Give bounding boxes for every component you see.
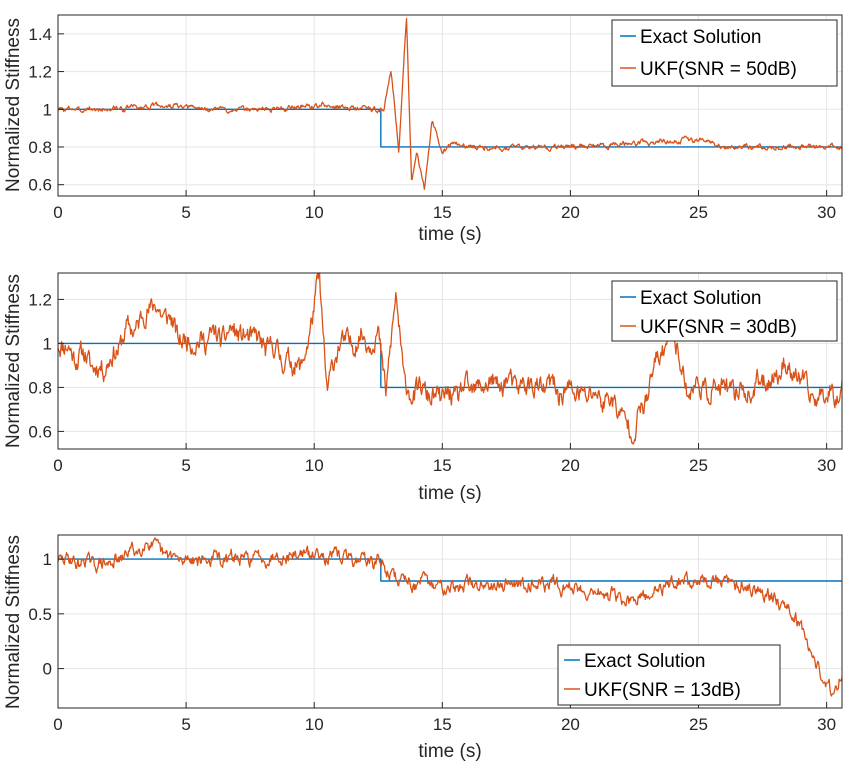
legend-box [611,280,838,342]
tick-labels: 0 5 10 15 20 25 30 0.6 0.8 1 1.2 1.4 [28,25,836,222]
x-tick-label: 5 [181,456,190,475]
x-axis-label: time (s) [418,741,481,762]
x-tick-label: 0 [53,456,62,475]
y-tick-label: 0.8 [28,378,52,397]
x-tick-label: 15 [433,715,452,734]
legend: Exact Solution UKF(SNR = 13dB) [557,644,781,706]
y-tick-label: 0 [43,660,52,679]
y-tick-label: 1.2 [28,63,52,82]
x-tick-label: 30 [817,203,836,222]
subplot-middle: 0 5 10 15 20 25 30 0.6 0.8 1 1.2 time (s) Normaliz… [3,272,843,504]
tick-labels: 0 5 10 15 20 25 30 0 0.5 1 [28,550,836,734]
x-tick-label: 15 [433,203,452,222]
y-axis-label: Normalized Stiffness [3,535,24,709]
y-tick-label: 1 [43,100,52,119]
legend-box [611,19,838,87]
tick-labels: 0 5 10 15 20 25 30 0.6 0.8 1 1.2 [28,290,836,475]
legend: Exact Solution UKF(SNR = 50dB) [611,19,838,87]
ukf-estimate-line [57,272,843,445]
subplot-bottom: 0 5 10 15 20 25 30 0 0.5 1 time (s) Normalized St… [3,534,843,762]
x-axis-label: time (s) [418,224,481,245]
x-tick-label: 20 [561,715,580,734]
x-tick-label: 25 [689,715,708,734]
y-tick-label: 0.6 [28,422,52,441]
legend-label-exact: Exact Solution [640,288,761,309]
y-tick-label: 0.8 [28,138,52,157]
legend-box [557,644,781,706]
y-tick-label: 0.5 [28,605,52,624]
y-tick-label: 1 [43,334,52,353]
plot-lines [57,17,843,191]
x-tick-label: 10 [305,456,324,475]
y-axis-label: Normalized Stiffness [3,18,24,192]
x-tick-label: 5 [181,715,190,734]
x-tick-label: 15 [433,456,452,475]
axes-box [57,534,843,709]
x-tick-label: 10 [305,203,324,222]
x-tick-label: 20 [561,203,580,222]
y-tick-label: 0.6 [28,176,52,195]
x-tick-label: 5 [181,203,190,222]
x-tick-label: 0 [53,203,62,222]
subplot-top: 0 5 10 15 20 25 30 0.6 0.8 1 1.2 1.4 time (s) Norma… [3,14,843,245]
exact-solution-line [58,108,842,148]
x-tick-label: 30 [817,456,836,475]
legend-label-ukf: UKF(SNR = 50dB) [640,59,797,80]
x-axis-label: time (s) [418,483,481,504]
ukf-estimate-line [57,537,843,697]
plot-lines [57,272,843,445]
y-tick-label: 1.4 [28,25,52,44]
axes-box [57,14,843,197]
x-tick-label: 25 [689,203,708,222]
x-tick-label: 10 [305,715,324,734]
x-tick-label: 0 [53,715,62,734]
legend: Exact Solution UKF(SNR = 30dB) [611,280,838,342]
legend-label-exact: Exact Solution [584,651,705,672]
ukf-estimate-line [57,17,843,191]
x-tick-label: 25 [689,456,708,475]
y-axis-label: Normalized Stiffness [3,274,24,448]
x-tick-label: 20 [561,456,580,475]
y-tick-label: 1 [43,550,52,569]
legend-label-ukf: UKF(SNR = 13dB) [584,680,741,701]
x-tick-label: 30 [817,715,836,734]
legend-label-exact: Exact Solution [640,27,761,48]
exact-solution-line [58,342,842,389]
plot-lines [57,537,843,697]
y-tick-label: 1.2 [28,290,52,309]
axes-box [57,272,843,450]
legend-label-ukf: UKF(SNR = 30dB) [640,317,797,338]
